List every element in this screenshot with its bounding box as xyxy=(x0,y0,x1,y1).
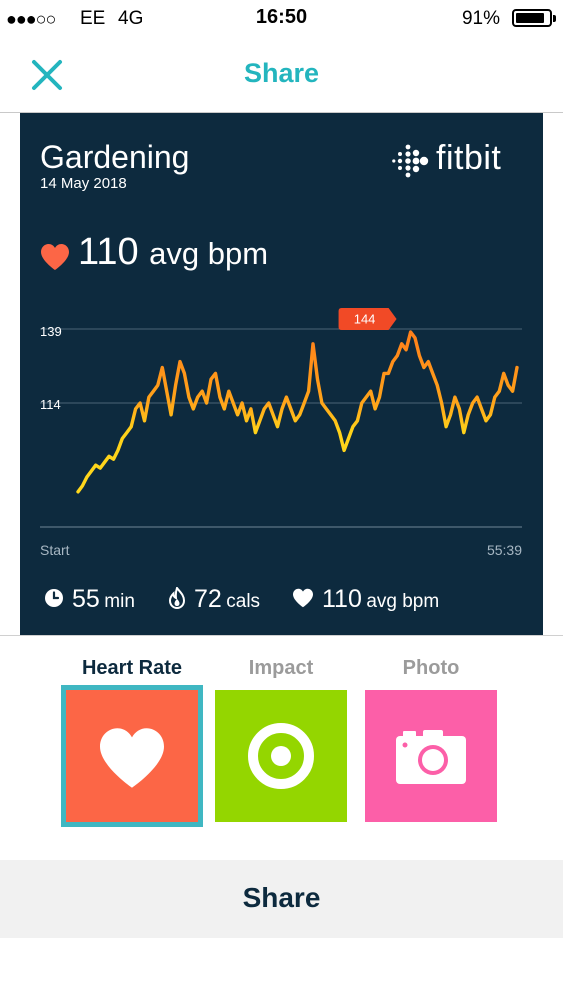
y-tick-label: 114 xyxy=(40,397,61,412)
fitbit-dots-icon xyxy=(392,144,429,178)
bpm-value: 110 xyxy=(322,585,362,613)
camera-icon xyxy=(396,730,466,784)
divider xyxy=(0,635,563,636)
avg-bpm-value: 110 xyxy=(78,231,139,273)
status-bar: ●●●○○ EE 4G 16:50 91% xyxy=(0,0,563,40)
heart-icon xyxy=(41,244,69,270)
option-label-impact[interactable]: Impact xyxy=(248,657,314,679)
clock-icon xyxy=(45,589,63,607)
carrier-name: EE xyxy=(80,8,106,29)
navigation-bar: Share xyxy=(0,40,563,113)
heart-icon xyxy=(100,728,164,788)
duration-unit: min xyxy=(104,591,135,612)
close-icon xyxy=(32,60,62,90)
brand-name: fitbit xyxy=(436,139,502,177)
peak-badge-shape xyxy=(338,308,397,330)
heart-icon xyxy=(293,588,313,608)
heart-rate-chart: 139 114 Start 55:39 144 xyxy=(40,308,522,558)
battery-percent: 91% xyxy=(461,8,500,29)
bpm-unit: avg bpm xyxy=(366,591,440,612)
flame-icon xyxy=(168,585,186,610)
battery-icon xyxy=(512,9,556,27)
network-type: 4G xyxy=(118,8,144,29)
bpm-stat: 110 avg bpm xyxy=(292,585,439,619)
share-button[interactable]: Share xyxy=(0,860,563,938)
peak-heart-rate-badge: 144 xyxy=(338,308,397,330)
option-label-photo[interactable]: Photo xyxy=(402,657,460,679)
x-start-label: Start xyxy=(40,542,70,558)
calories-unit: cals xyxy=(226,591,261,612)
duration-stat: 55 min xyxy=(44,585,135,619)
option-label-heart-rate[interactable]: Heart Rate xyxy=(81,657,183,679)
share-preview-card: Gardening 14 May 2018 fitbit 110 avg bpm xyxy=(20,113,543,635)
activity-stats: 55 min 72 cals 110 avg bpm xyxy=(44,585,534,619)
page-title: Share xyxy=(243,58,320,88)
option-heart-rate-tile[interactable] xyxy=(61,685,203,827)
x-end-label: 55:39 xyxy=(487,542,522,558)
activity-date: 14 May 2018 xyxy=(40,175,127,192)
calories-value: 72 xyxy=(194,585,222,613)
option-impact-tile[interactable] xyxy=(215,690,347,822)
calories-stat: 72 cals xyxy=(168,585,260,619)
peak-badge-value: 144 xyxy=(354,312,376,327)
share-button-label: Share xyxy=(242,882,321,913)
close-button[interactable] xyxy=(28,56,66,94)
avg-bpm-unit: avg bpm xyxy=(149,236,269,271)
target-icon xyxy=(248,723,314,789)
clock: 16:50 xyxy=(255,6,308,28)
activity-title: Gardening xyxy=(40,139,190,175)
heart-rate-series-line xyxy=(76,330,519,494)
option-photo-tile[interactable] xyxy=(365,690,497,822)
fitbit-logo: fitbit xyxy=(392,139,532,179)
duration-value: 55 xyxy=(72,585,100,613)
signal-strength-icon: ●●●○○ xyxy=(6,9,56,29)
y-tick-label: 139 xyxy=(40,324,62,339)
